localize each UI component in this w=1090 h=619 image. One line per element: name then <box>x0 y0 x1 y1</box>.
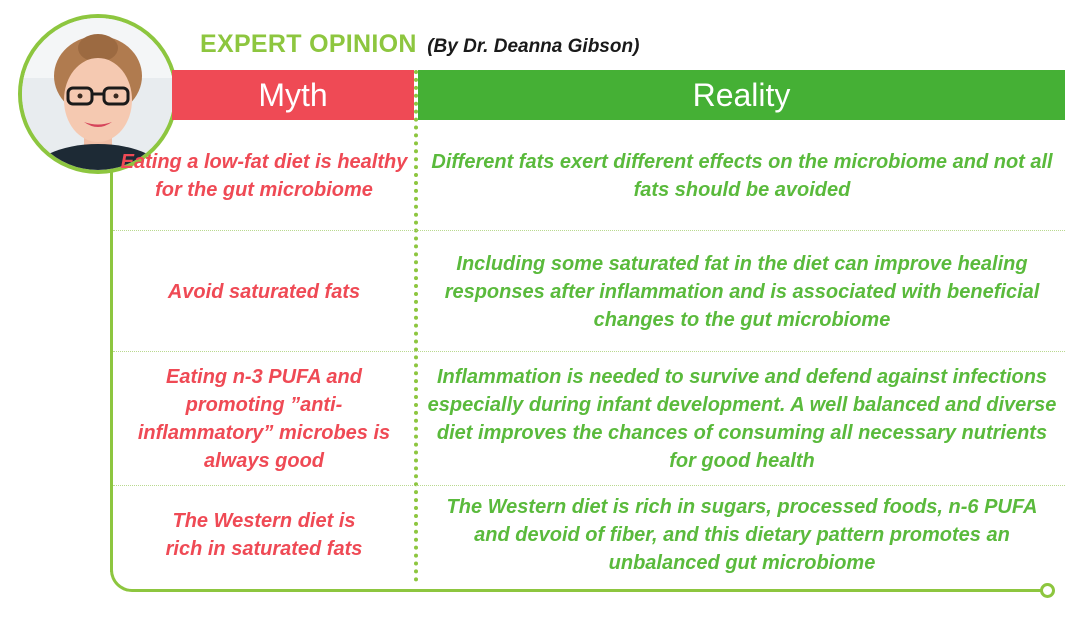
table-row-1-reality: Different fats exert different effects o… <box>422 122 1062 230</box>
table-row-3-reality: Inflammation is needed to survive and de… <box>422 353 1062 485</box>
reality-column-header: Reality <box>418 70 1065 120</box>
table-row-4-myth: The Western diet is rich in saturated fa… <box>116 487 412 582</box>
title-main: EXPERT OPINION <box>200 30 417 58</box>
myth-column-header: Myth <box>172 70 414 120</box>
frame-line-horizontal <box>132 589 1042 592</box>
row-separator <box>113 230 1065 231</box>
title-byline: (By Dr. Deanna Gibson) <box>427 36 639 57</box>
page-title: EXPERT OPINION (By Dr. Deanna Gibson) <box>200 30 639 59</box>
table-row-3-myth: Eating n-3 PUFA and promoting ”anti-infl… <box>116 353 412 485</box>
row-separator <box>113 351 1065 352</box>
row-separator <box>113 485 1065 486</box>
frame-end-dot-icon <box>1040 583 1055 598</box>
column-divider <box>414 70 418 582</box>
table-row-1-myth: Eating a low-fat diet is healthy for the… <box>116 122 412 230</box>
table-row-4-reality: The Western diet is rich in sugars, proc… <box>422 487 1062 582</box>
table-row-2-reality: Including some saturated fat in the diet… <box>422 232 1062 351</box>
table-row-2-myth: Avoid saturated fats <box>116 232 412 351</box>
